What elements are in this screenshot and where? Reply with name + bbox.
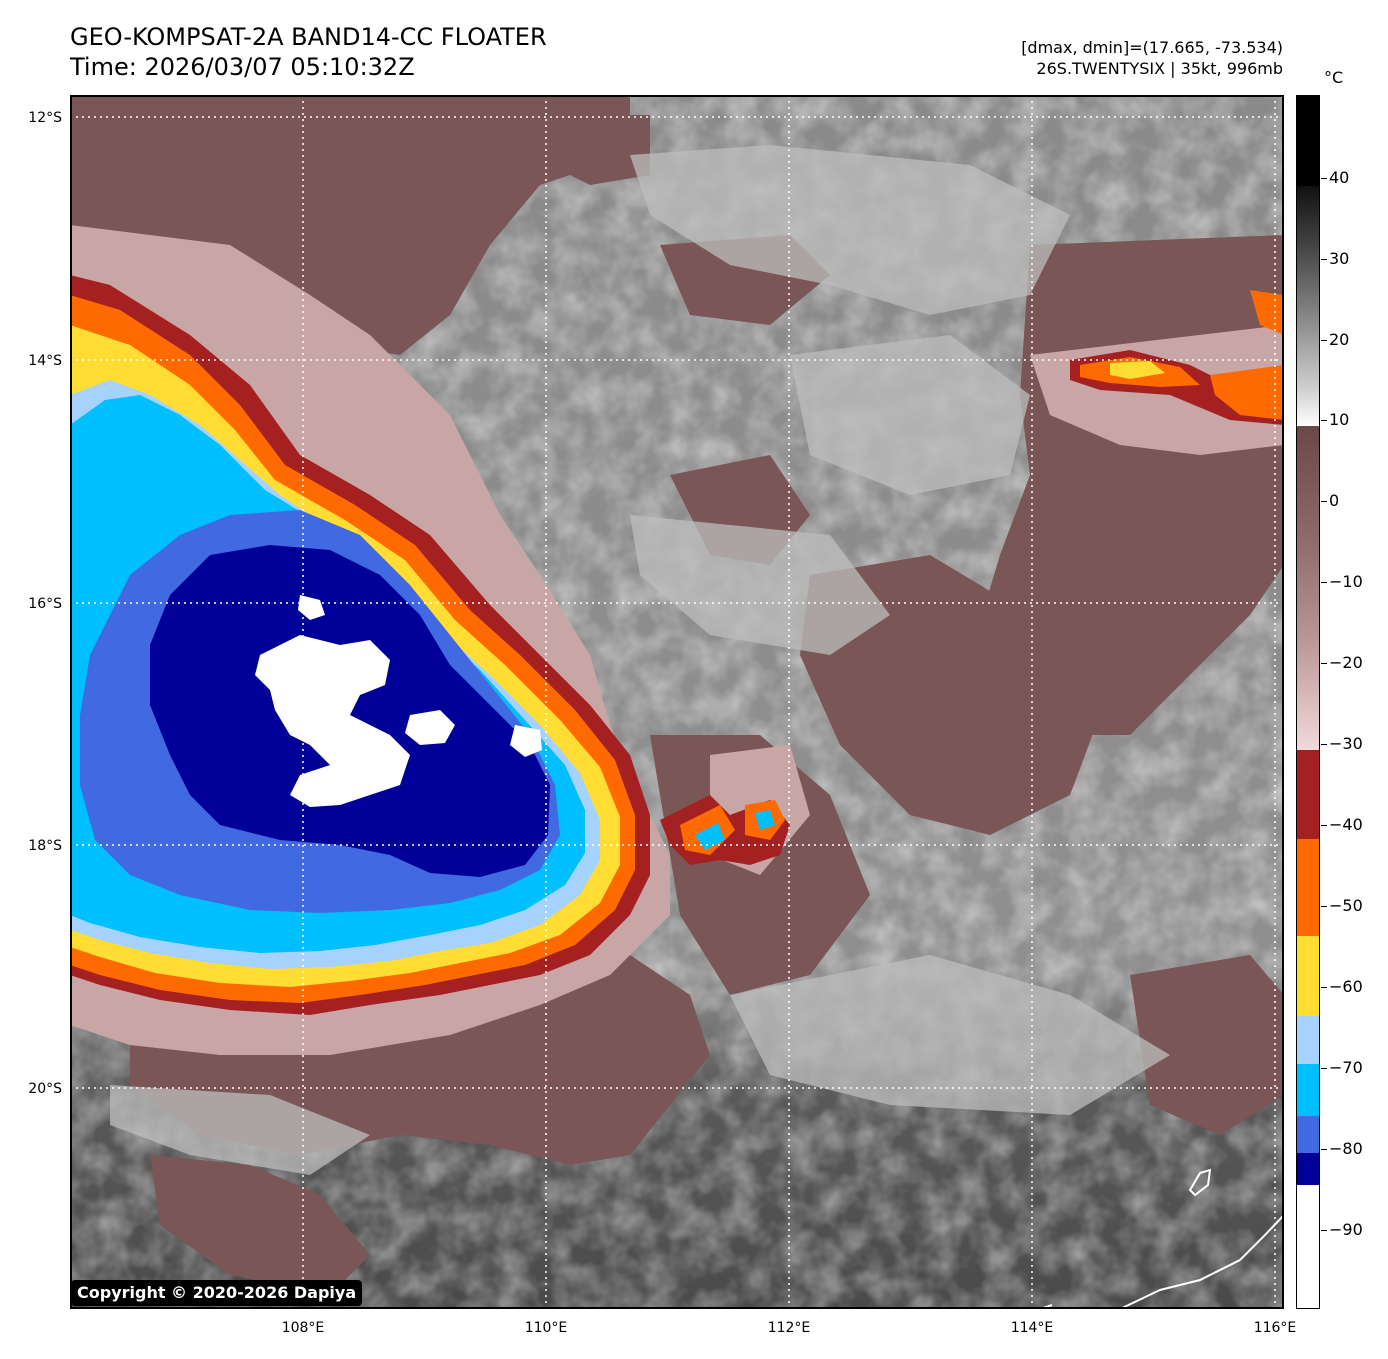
cold-cloud-shield	[70, 275, 650, 1015]
colorbar-label: −10	[1329, 572, 1363, 591]
cell-yellow	[1110, 361, 1165, 379]
shield-white-spot	[510, 725, 542, 757]
colorbar-tick	[1321, 582, 1327, 583]
colorbar-label: −80	[1329, 1139, 1363, 1158]
cell-orange	[1210, 365, 1284, 420]
cell-cyan	[695, 823, 725, 850]
colorbar-label: 40	[1329, 168, 1350, 187]
colorbar-tick	[1321, 906, 1327, 907]
colorbar-seg-brown-gradient	[1297, 426, 1319, 750]
lon-label-108e: 108°E	[281, 1320, 325, 1336]
colorbar-label: −50	[1329, 896, 1363, 915]
colorbar-tick	[1321, 744, 1327, 745]
lon-label-112e: 112°E	[767, 1320, 811, 1336]
title-time: Time: 2026/03/07 05:10:32Z	[70, 53, 415, 81]
colorbar-seg-yellow	[1297, 936, 1319, 1016]
colorbar-tick	[1321, 987, 1327, 988]
colorbar-tick	[1321, 1230, 1327, 1231]
colorbar-tick	[1321, 1149, 1327, 1150]
cell-cyan	[755, 810, 775, 830]
lat-label-16s: 16°S	[28, 596, 62, 612]
satellite-map	[70, 95, 1284, 1309]
colorbar-label: −70	[1329, 1058, 1363, 1077]
colorbar-tick	[1321, 825, 1327, 826]
colorbar-seg-black	[1297, 96, 1319, 186]
colorbar-tick	[1321, 259, 1327, 260]
colorbar-unit: °C	[1324, 68, 1344, 87]
lat-label-20s: 20°S	[28, 1081, 62, 1097]
colorbar-seg-gray-gradient	[1297, 186, 1319, 426]
graticule	[70, 95, 1284, 1309]
colorbar-tick	[1321, 340, 1327, 341]
storm-info: 26S.TWENTYSIX | 35kt, 996mb	[1036, 59, 1283, 78]
lat-label-14s: 14°S	[28, 353, 62, 369]
colorbar-label: 10	[1329, 410, 1350, 429]
shield-white-spot	[405, 710, 455, 745]
convective-cells	[660, 290, 1284, 865]
colorbar	[1296, 95, 1320, 1309]
shield-white-coldest	[255, 635, 410, 807]
colorbar-tick	[1321, 501, 1327, 502]
colorbar-seg-orange	[1297, 839, 1319, 936]
light-gray-cloud-streaks	[110, 145, 1170, 1175]
map-frame	[70, 95, 1284, 1309]
colorbar-seg-red	[1297, 750, 1319, 839]
colorbar-seg-white	[1297, 1185, 1319, 1308]
colorbar-label: −20	[1329, 653, 1363, 672]
colorbar-label: −40	[1329, 815, 1363, 834]
copyright-badge: Copyright © 2020-2026 Dapiya	[71, 1280, 363, 1306]
colorbar-tick	[1321, 663, 1327, 664]
lat-label-18s: 18°S	[28, 838, 62, 854]
colorbar-label: −90	[1329, 1220, 1363, 1239]
colorbar-label: 30	[1329, 249, 1350, 268]
lon-label-116e: 116°E	[1253, 1320, 1297, 1336]
colorbar-seg-lightblue	[1297, 1016, 1319, 1064]
colorbar-label: −60	[1329, 977, 1363, 996]
lat-label-12s: 12°S	[28, 110, 62, 126]
colorbar-seg-cyan	[1297, 1064, 1319, 1116]
colorbar-seg-blue	[1297, 1116, 1319, 1153]
colorbar-label: 20	[1329, 330, 1350, 349]
lon-label-114e: 114°E	[1010, 1320, 1054, 1336]
colorbar-tick	[1321, 178, 1327, 179]
title-satellite: GEO-KOMPSAT-2A BAND14-CC FLOATER	[70, 23, 547, 51]
colorbar-tick	[1321, 420, 1327, 421]
colorbar-seg-navy	[1297, 1153, 1319, 1185]
lon-label-110e: 110°E	[524, 1320, 568, 1336]
colorbar-tick	[1321, 1068, 1327, 1069]
shield-white-spot	[298, 595, 325, 620]
colorbar-label: −30	[1329, 734, 1363, 753]
colorbar-label: 0	[1329, 491, 1340, 510]
dmax-dmin-readout: [dmax, dmin]=(17.665, -73.534)	[1021, 38, 1283, 57]
